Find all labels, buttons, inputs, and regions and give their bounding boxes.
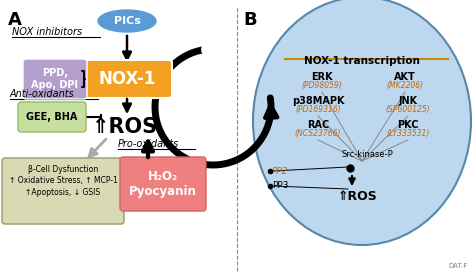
Ellipse shape [98,10,156,32]
Text: NOX-1: NOX-1 [98,70,155,88]
Text: AKT: AKT [394,72,416,82]
Text: p38MAPK: p38MAPK [292,96,344,106]
Text: PKC: PKC [397,120,419,130]
Text: PICs: PICs [114,16,140,26]
Text: β-Cell Dysfunction
↑ Oxidative Stress, ↑ MCP-1
↑Apoptosis, ↓ GSIS: β-Cell Dysfunction ↑ Oxidative Stress, ↑… [9,165,118,197]
Text: ⇑ROS: ⇑ROS [338,189,378,203]
FancyBboxPatch shape [120,157,206,211]
Text: (MK2206): (MK2206) [386,81,424,90]
Text: (PD169316): (PD169316) [295,105,341,114]
Text: PPD,
Apo, DPI: PPD, Apo, DPI [31,68,79,90]
Text: RAC: RAC [307,120,329,130]
FancyBboxPatch shape [2,158,124,224]
Text: NOX-1 transcription: NOX-1 transcription [304,56,420,66]
Text: (PD98059): (PD98059) [301,81,342,90]
Text: ERK: ERK [311,72,333,82]
Text: (LY333531): (LY333531) [386,129,430,138]
Text: ⇑ROS: ⇑ROS [92,117,158,137]
FancyBboxPatch shape [82,60,172,98]
Text: Pro-oxidants: Pro-oxidants [118,139,179,149]
Text: (NCS23766): (NCS23766) [295,129,341,138]
Text: DAT-F: DAT-F [448,263,468,269]
Text: Src-kinase-P: Src-kinase-P [341,150,393,159]
Text: JNK: JNK [399,96,418,106]
Text: H₂O₂
Pyocyanin: H₂O₂ Pyocyanin [129,170,197,198]
Text: PP2: PP2 [272,167,289,175]
Text: (SP600125): (SP600125) [386,105,430,114]
FancyBboxPatch shape [23,59,87,99]
Text: B: B [243,11,256,29]
Text: NOX inhibitors: NOX inhibitors [12,27,82,37]
Ellipse shape [253,0,471,245]
Text: Anti-oxidants: Anti-oxidants [10,89,75,99]
Text: PP3: PP3 [272,182,289,191]
FancyBboxPatch shape [18,102,86,132]
Text: A: A [8,11,22,29]
Text: GEE, BHA: GEE, BHA [27,112,78,122]
